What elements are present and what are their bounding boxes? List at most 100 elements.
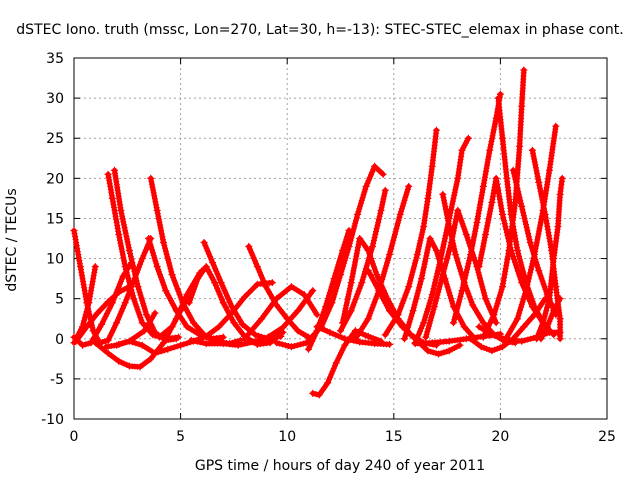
data-point (328, 299, 336, 307)
data-point (115, 357, 123, 365)
data-point (200, 239, 208, 247)
data-point (345, 243, 353, 251)
data-point (151, 349, 159, 357)
data-point (405, 182, 413, 190)
data-point (481, 295, 489, 303)
series-4 (72, 283, 133, 345)
y-tick-label: -10 (41, 412, 64, 428)
data-point (458, 287, 466, 295)
data-point (439, 271, 447, 279)
data-point (347, 307, 355, 315)
data-point (552, 122, 560, 130)
data-point (273, 339, 281, 347)
data-point (475, 323, 483, 331)
data-point (409, 307, 417, 315)
data-point (153, 206, 161, 214)
marker-run (516, 106, 525, 150)
data-point (364, 332, 372, 340)
data-point (473, 218, 481, 226)
data-point (445, 222, 453, 230)
data-point (142, 311, 150, 319)
data-point (104, 336, 112, 344)
series-17 (241, 283, 321, 343)
marker-run (518, 203, 533, 243)
marker-run (499, 135, 510, 179)
data-point (104, 170, 112, 178)
y-axis-label: dSTEC / TECUs (4, 188, 20, 291)
data-point (539, 319, 547, 327)
data-point (121, 299, 129, 307)
data-point (253, 280, 261, 288)
data-point (479, 332, 487, 340)
data-point (164, 345, 172, 353)
data-point (249, 338, 257, 346)
data-point (550, 307, 558, 315)
x-tick-label: 20 (491, 429, 509, 445)
data-point (462, 230, 470, 238)
data-point (138, 319, 146, 327)
data-point (458, 146, 466, 154)
data-point (245, 243, 253, 251)
data-point (279, 324, 287, 332)
data-point (121, 263, 129, 271)
series-34 (479, 66, 528, 341)
chart-title: dSTEC Iono. truth (mssc, Lon=270, Lat=30… (16, 22, 623, 38)
data-point (477, 343, 485, 351)
data-point (509, 166, 517, 174)
data-point (287, 343, 295, 351)
series-39 (533, 174, 566, 343)
data-point (341, 341, 349, 349)
data-point (145, 235, 153, 242)
series-27 (400, 235, 479, 343)
data-point (358, 279, 366, 287)
y-tick-label: 10 (46, 252, 64, 268)
marker-run (473, 186, 486, 226)
data-point (377, 206, 385, 214)
data-point (558, 174, 566, 182)
data-point (368, 243, 376, 251)
data-point (115, 288, 123, 296)
data-point (202, 340, 210, 348)
data-point (418, 275, 426, 283)
data-point (134, 283, 142, 291)
data-point (117, 206, 125, 214)
y-tick-label: 30 (46, 91, 64, 107)
data-point (277, 332, 285, 340)
data-point (151, 309, 159, 317)
data-point (177, 341, 185, 349)
data-point (115, 230, 123, 238)
data-point (160, 239, 168, 247)
data-point (230, 319, 238, 327)
data-point (219, 333, 227, 341)
y-tick-label: 15 (46, 211, 64, 227)
x-tick-label: 25 (598, 429, 616, 445)
data-point (400, 335, 408, 343)
data-point (172, 335, 180, 343)
data-point (313, 323, 321, 331)
data-point (503, 174, 511, 182)
data-point (467, 251, 475, 259)
data-point (294, 327, 302, 335)
x-tick-label: 0 (70, 429, 79, 445)
data-point (486, 146, 494, 154)
data-point (445, 347, 453, 355)
data-point (294, 307, 302, 315)
series-14 (200, 239, 285, 343)
y-tick-label: 5 (55, 292, 64, 308)
data-point (258, 315, 266, 323)
data-point (130, 295, 138, 303)
data-point (428, 339, 436, 347)
data-point (268, 279, 276, 287)
data-point (396, 210, 404, 218)
marker-run (85, 266, 98, 306)
data-point (386, 251, 394, 259)
data-point (111, 166, 119, 174)
series-31 (449, 90, 504, 327)
data-point (287, 283, 295, 291)
data-point (522, 287, 530, 295)
data-point (556, 295, 564, 303)
data-point (241, 335, 249, 343)
data-point (264, 333, 272, 341)
data-point (104, 298, 112, 306)
data-point (379, 170, 387, 178)
